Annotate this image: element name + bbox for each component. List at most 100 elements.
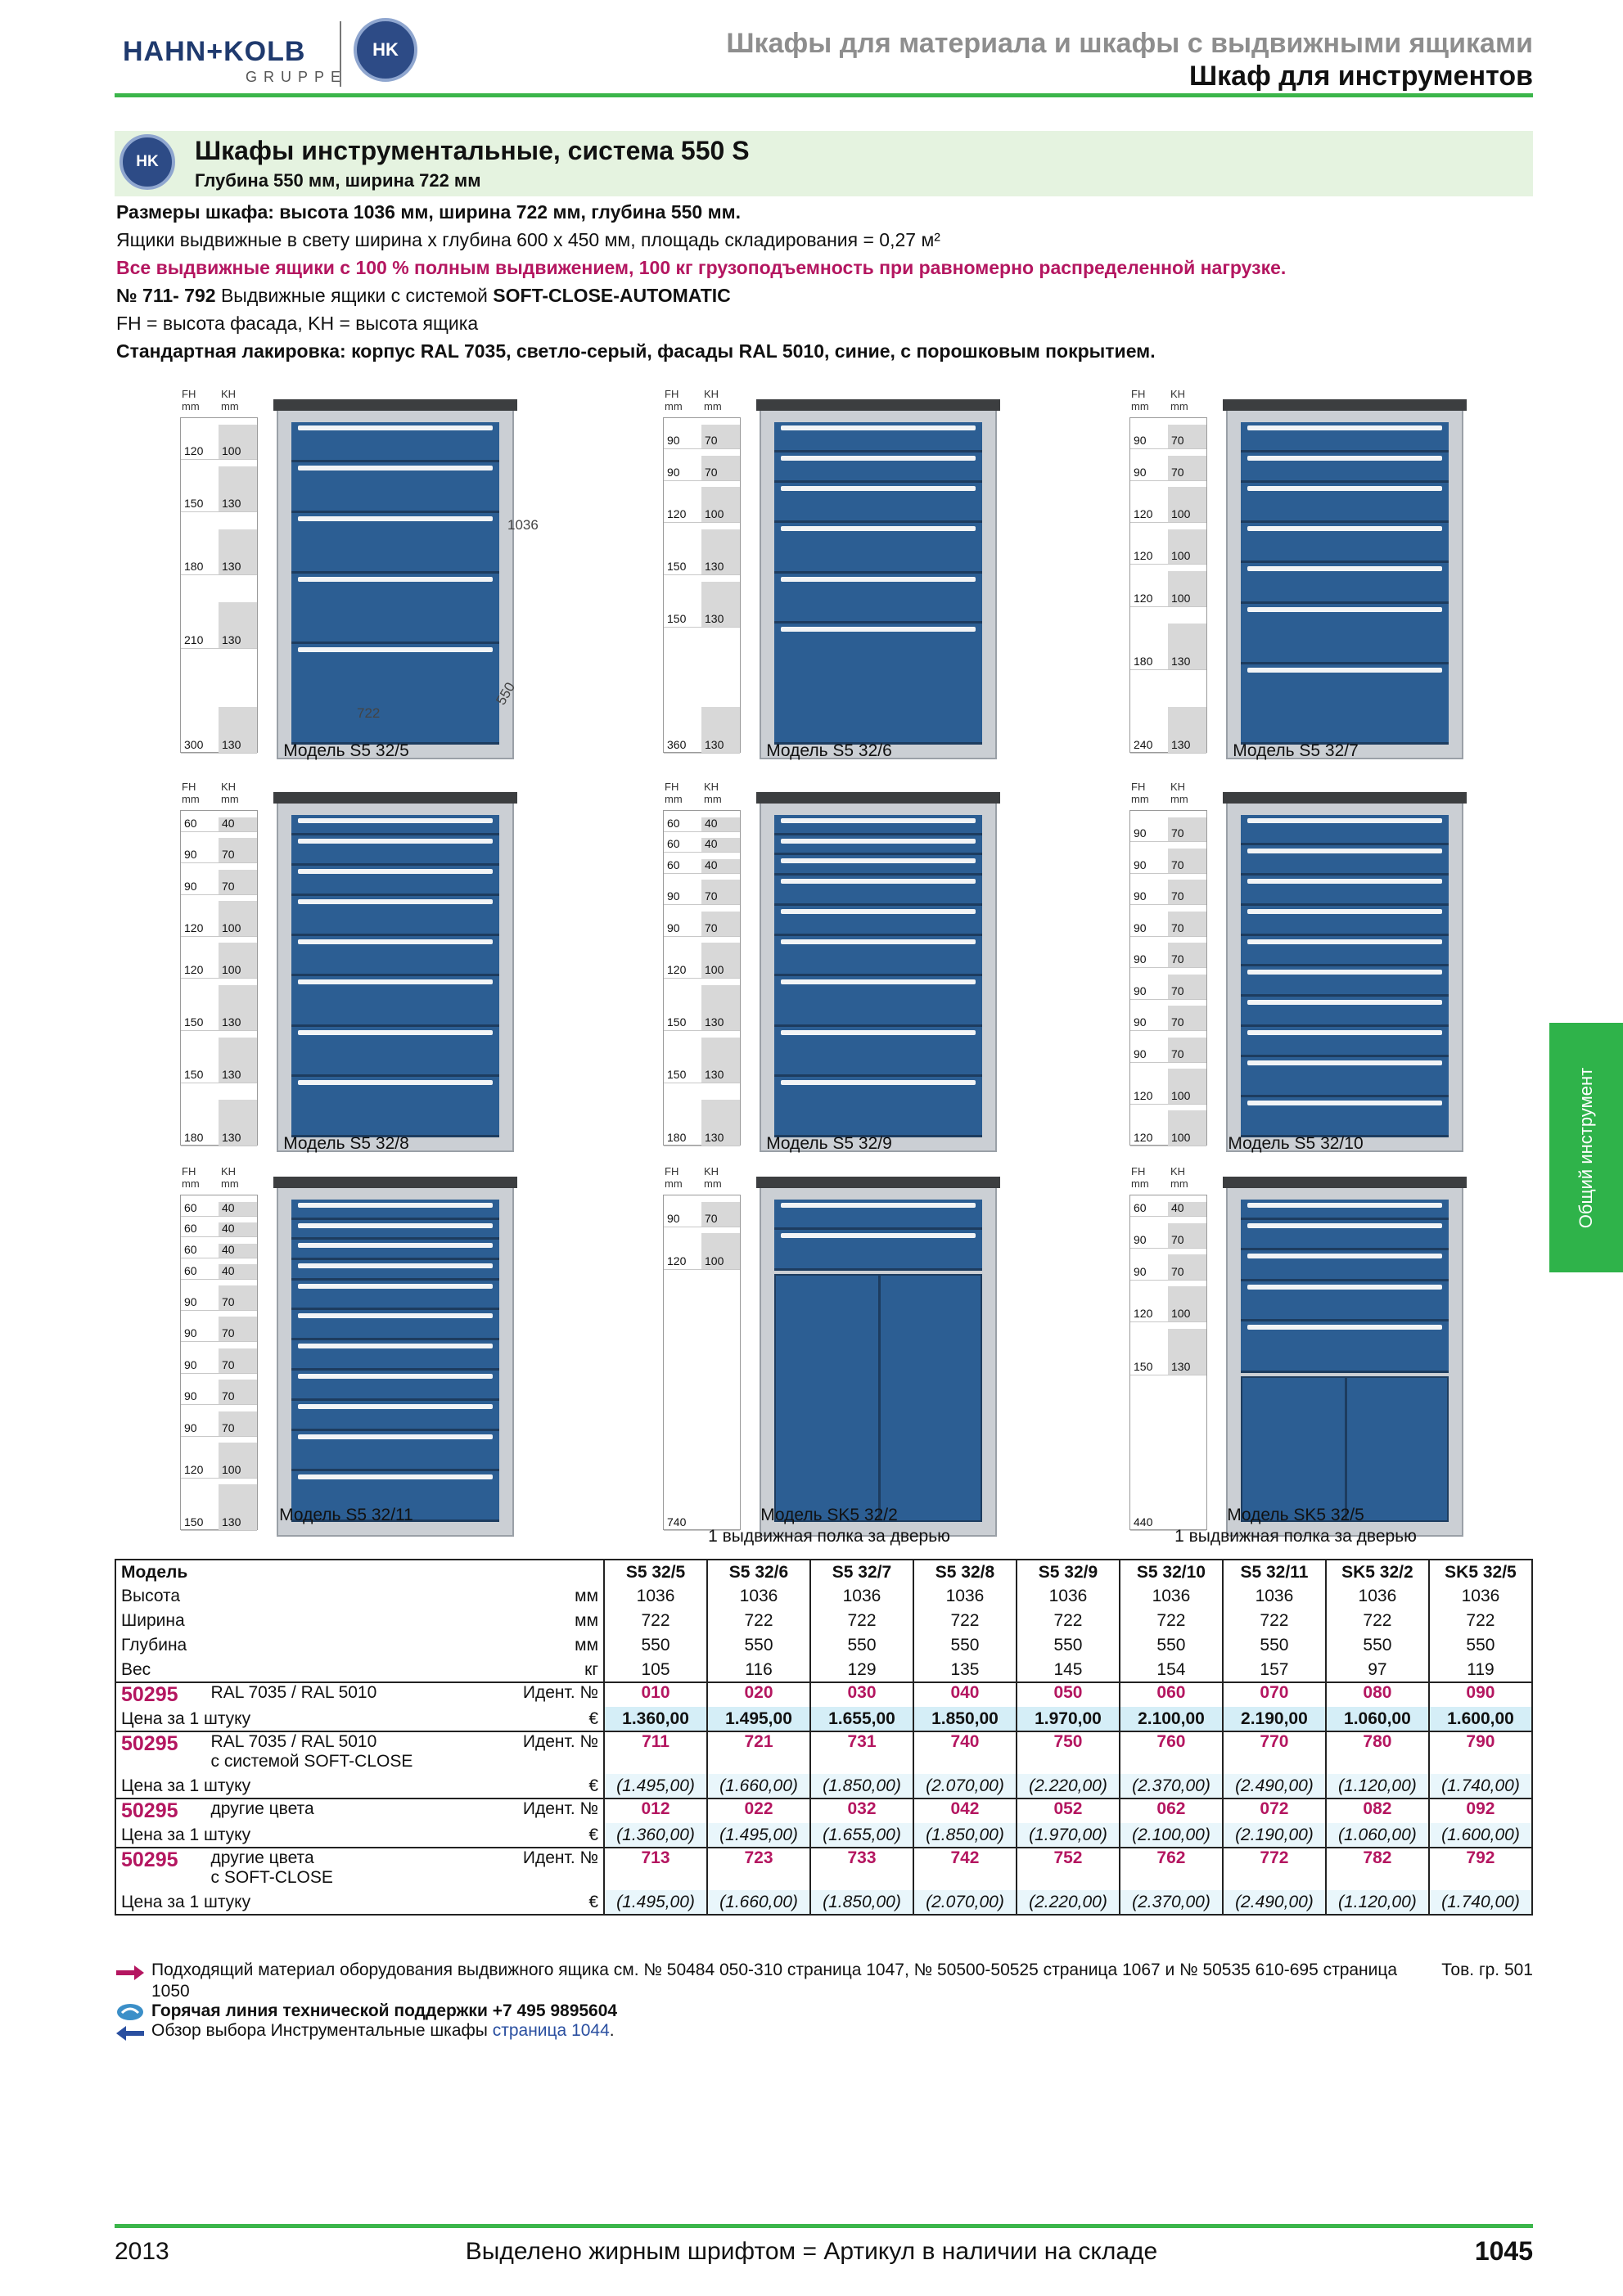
spec-value: 157: [1221, 1658, 1326, 1682]
drawer-handle: [298, 425, 493, 430]
door-split: [1345, 1377, 1347, 1520]
drawer-handle: [298, 818, 493, 823]
fh-header: FH mm: [1131, 1165, 1149, 1190]
price-value: (1.970,00): [1015, 1823, 1120, 1848]
kh-shade: [1168, 1254, 1206, 1280]
drawer: [774, 523, 982, 574]
fh-value: 60: [667, 816, 680, 830]
kh-value: 70: [1171, 465, 1184, 479]
spec-value: 1036: [912, 1584, 1017, 1609]
side-tab: [1549, 1023, 1623, 1272]
drawer-handle: [298, 1344, 493, 1349]
fh-kh-row: 120 100: [664, 481, 740, 524]
fh-kh-row: 90 70: [181, 863, 257, 895]
ident-number: 721: [706, 1731, 810, 1774]
drawer-handle: [781, 1080, 976, 1086]
arrow-right-icon: [116, 1965, 144, 1980]
fh-value: 120: [184, 963, 204, 976]
kh-shade: [219, 1484, 257, 1530]
fh-kh-row: 120 100: [1130, 565, 1206, 607]
drawer-handle: [1247, 667, 1442, 673]
price-value: (2.220,00): [1015, 1890, 1120, 1915]
drawer: [291, 835, 499, 866]
ident-number: 050: [1015, 1681, 1120, 1707]
drawer-handle: [1247, 1222, 1442, 1228]
drawer-handle: [1247, 606, 1442, 612]
kh-shade: [219, 869, 257, 894]
model-caption-note: 1 выдвижная полка за дверью: [708, 1527, 950, 1546]
ident-number: 070: [1221, 1681, 1326, 1707]
kh-value: 100: [1171, 507, 1191, 521]
model-caption: Модель SK5 32/2: [760, 1506, 898, 1524]
fh-value: 180: [667, 1131, 687, 1144]
fh-kh-row: 90 70: [181, 1311, 257, 1343]
ident-number: 062: [1118, 1798, 1223, 1823]
cabinet-worktop: [273, 792, 517, 804]
fh-kh-row: 180 130: [664, 1083, 740, 1146]
drawer: [291, 422, 499, 463]
fh-kh-row: 120 100: [1130, 523, 1206, 565]
desc-drawer-size: Ящики выдвижные в свету ширина x глубина…: [116, 229, 940, 250]
drawer-handle: [1247, 1325, 1442, 1330]
kh-shade: [1168, 911, 1206, 936]
drawer: [1241, 875, 1449, 906]
fh-kh-row: 150 130: [181, 460, 257, 513]
drawer: [1241, 1056, 1449, 1097]
fh-value: 90: [667, 889, 680, 903]
spec-value: 145: [1015, 1658, 1120, 1682]
fh-kh-row: 90 70: [1130, 418, 1206, 450]
kh-value: 130: [1171, 1360, 1191, 1374]
fh-value: 60: [184, 1200, 197, 1214]
fh-kh-table: 90 70 90 70 120 100 150 130 150 130 360 130: [663, 417, 741, 754]
kh-shade: [1168, 1037, 1206, 1062]
kh-header: KH mm: [1170, 781, 1188, 805]
spec-value: 722: [809, 1609, 913, 1633]
drawer-handle: [781, 939, 976, 944]
spec-value: 1036: [1427, 1584, 1532, 1609]
hk-logo-badge: HK: [354, 18, 417, 82]
model-column-header: S5 32/7: [809, 1559, 913, 1584]
ident-row: 50295 RAL 7035 / RAL 5010 Идент. № 010 020 03…: [115, 1681, 1532, 1707]
fh-kh-row: 90 70: [1130, 1000, 1206, 1032]
model-caption: Модель S5 32/6: [766, 741, 892, 760]
drawer: [1241, 1200, 1449, 1220]
kh-value: 40: [705, 837, 718, 851]
kh-value: 130: [705, 738, 724, 751]
ident-row: 50295 RAL 7035 / RAL 5010 с системой SOFT-…: [115, 1731, 1532, 1774]
fh-kh-row: 60 40: [664, 832, 740, 853]
fh-value: 150: [184, 1015, 204, 1029]
kh-value: 70: [1171, 984, 1184, 997]
drawer: [774, 482, 982, 524]
spec-value: 550: [1427, 1633, 1532, 1658]
spec-value: 1036: [706, 1584, 810, 1609]
drawer-handle: [781, 979, 976, 984]
ident-number: 042: [912, 1798, 1017, 1823]
drawer-handle: [1247, 455, 1442, 461]
cabinet-worktop: [273, 1177, 517, 1188]
overview-page-link[interactable]: страница 1044: [492, 2021, 610, 2040]
spec-value: 1036: [1221, 1584, 1326, 1609]
spec-value: 550: [1118, 1633, 1223, 1658]
spec-row: Вес кг 105 116 129 135 145 154 157 97 119: [115, 1658, 1532, 1682]
spec-value: 1036: [809, 1584, 913, 1609]
fh-kh-row: 150 130: [181, 1031, 257, 1084]
ident-number: 040: [912, 1681, 1017, 1707]
drawer-handle: [298, 1080, 493, 1086]
price-value: (1.850,00): [912, 1823, 1017, 1848]
spec-value: 722: [1015, 1609, 1120, 1633]
drawer-handle: [1247, 908, 1442, 914]
drawer: [291, 643, 499, 745]
spec-value: 116: [706, 1658, 810, 1682]
fh-kh-row: 90 70: [664, 874, 740, 906]
drawer-handle: [298, 1283, 493, 1289]
drawer: [1241, 815, 1449, 845]
fh-header: FH mm: [1131, 781, 1149, 805]
spec-value: 1036: [1015, 1584, 1120, 1609]
drawer: [774, 976, 982, 1027]
kh-shade: [701, 984, 740, 1031]
spec-label: Вес: [121, 1659, 151, 1679]
table-header-row: Модель S5 32/5 S5 32/6 S5 32/7 S5 32/8 S5 32/…: [115, 1559, 1532, 1584]
drawer: [291, 1240, 499, 1260]
note-overview: Обзор выбора Инструментальные шкафы стра…: [151, 2021, 615, 2040]
drawer-handle: [1247, 425, 1442, 430]
